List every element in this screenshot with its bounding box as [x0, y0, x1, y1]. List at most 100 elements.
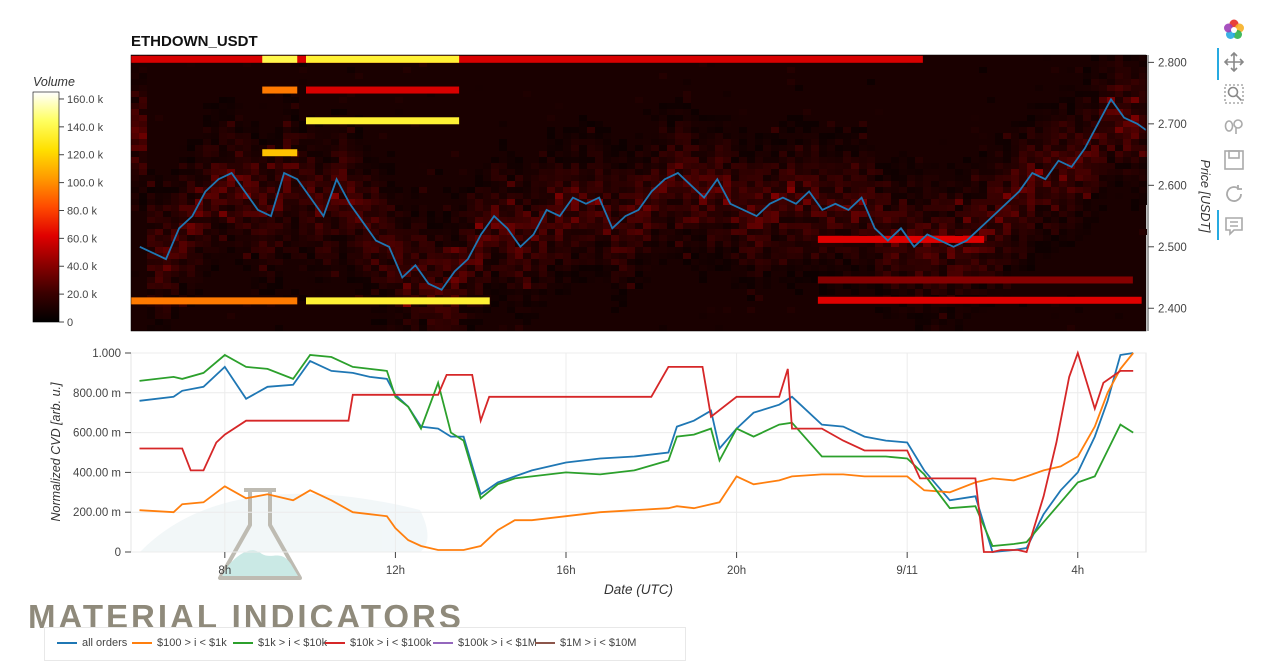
heatmap-cell	[1075, 223, 1083, 229]
heatmap-chart[interactable]: ETHDOWN_USDT2.8002.7002.6002.5002.400Pri…	[0, 0, 1280, 345]
heatmap-cell	[931, 163, 939, 169]
legend-item[interactable]: $100 > i < $1k	[132, 637, 227, 651]
heatmap-cell	[891, 253, 899, 259]
heatmap-cell	[675, 169, 683, 175]
heatmap-cell	[627, 187, 635, 193]
heatmap-cell	[291, 61, 299, 67]
heatmap-cell	[947, 193, 955, 199]
heatmap-cell	[427, 289, 435, 295]
bokeh-logo-icon[interactable]	[1222, 18, 1246, 42]
heatmap-cell	[907, 313, 915, 319]
heatmap-cell	[659, 325, 667, 331]
heatmap-cell	[323, 229, 331, 235]
heatmap-cell	[203, 241, 211, 247]
heatmap-cell	[355, 223, 363, 229]
hover-icon[interactable]	[1222, 214, 1246, 238]
heatmap-cell	[443, 187, 451, 193]
heatmap-cell	[387, 241, 395, 247]
heatmap-cell	[899, 307, 907, 313]
heatmap-cell	[827, 265, 835, 271]
legend-item[interactable]: all orders	[57, 637, 127, 651]
heatmap-cell	[875, 265, 883, 271]
heatmap-cell	[1083, 115, 1091, 121]
save-icon[interactable]	[1222, 148, 1246, 172]
heatmap-cell	[1099, 163, 1107, 169]
heatmap-cell	[1139, 67, 1147, 73]
box-zoom-icon[interactable]	[1222, 82, 1246, 106]
pan-icon[interactable]	[1222, 50, 1246, 74]
heatmap-cell	[571, 181, 579, 187]
heatmap-cell	[227, 109, 235, 115]
heatmap-cell	[395, 187, 403, 193]
heatmap-cell	[707, 235, 715, 241]
heatmap-cell	[883, 223, 891, 229]
heatmap-cell	[971, 253, 979, 259]
heatmap-cell	[635, 229, 643, 235]
heatmap-cell	[899, 223, 907, 229]
heatmap-cell	[1131, 121, 1139, 127]
heatmap-cell	[419, 319, 427, 325]
heatmap-cell	[291, 253, 299, 259]
heatmap-cell	[811, 127, 819, 133]
reset-icon[interactable]	[1222, 182, 1246, 206]
heatmap-cell	[475, 199, 483, 205]
heatmap-cell	[435, 283, 443, 289]
heatmap-cell	[739, 223, 747, 229]
heatmap-cell	[579, 181, 587, 187]
heatmap-cell	[979, 247, 987, 253]
heatmap-cell	[867, 283, 875, 289]
wheel-zoom-icon[interactable]	[1222, 114, 1246, 138]
heatmap-cell	[955, 217, 963, 223]
heatmap-cell	[923, 307, 931, 313]
heatmap-cell	[531, 163, 539, 169]
legend-item[interactable]: $1k > i < $10k	[233, 637, 327, 651]
heatmap-cell	[963, 187, 971, 193]
heatmap-cell	[1083, 73, 1091, 79]
legend-item[interactable]: $100k > i < $1M	[433, 637, 537, 651]
heatmap-cell	[795, 277, 803, 283]
legend-item[interactable]: $10k > i < $100k	[325, 637, 431, 651]
heatmap-cell	[763, 199, 771, 205]
heatmap-cell	[1011, 175, 1019, 181]
heatmap-cell	[307, 145, 315, 151]
heatmap-cell	[931, 259, 939, 265]
heatmap-cell	[371, 283, 379, 289]
heatmap-cell	[259, 163, 267, 169]
heatmap-cell	[1115, 175, 1123, 181]
heatmap-cell	[859, 157, 867, 163]
heatmap-cell	[203, 169, 211, 175]
heatmap-cell	[1019, 151, 1027, 157]
heatmap-cell	[731, 235, 739, 241]
heatmap-cell	[211, 241, 219, 247]
heatmap-cell	[651, 187, 659, 193]
heatmap-cell	[811, 151, 819, 157]
heatmap-cell	[403, 325, 411, 331]
heatmap-cell	[707, 151, 715, 157]
heatmap-cell	[675, 205, 683, 211]
heatmap-cell	[699, 247, 707, 253]
heatmap-cell	[971, 271, 979, 277]
heatmap-cell	[1083, 127, 1091, 133]
heatmap-cell	[259, 217, 267, 223]
heatmap-cell	[1043, 145, 1051, 151]
heatmap-cell	[1067, 217, 1075, 223]
heatmap-cell	[1083, 85, 1091, 91]
heatmap-cell	[267, 235, 275, 241]
heatmap-cell	[459, 283, 467, 289]
cvd-y-tick-label: 1.000	[92, 348, 121, 360]
heatmap-cell	[851, 199, 859, 205]
heatmap-cell	[283, 115, 291, 121]
heatmap-cell	[747, 205, 755, 211]
heatmap-cell	[755, 259, 763, 265]
legend-item[interactable]: $1M > i < $10M	[535, 637, 636, 651]
heatmap-cell	[1035, 193, 1043, 199]
heatmap-cell	[171, 205, 179, 211]
heatmap-cell	[955, 175, 963, 181]
heatmap-cell	[667, 115, 675, 121]
heatmap-cell	[451, 229, 459, 235]
heatmap-cell	[1019, 133, 1027, 139]
heatmap-cell	[899, 253, 907, 259]
heatmap-cell	[851, 151, 859, 157]
heatmap-cell	[643, 181, 651, 187]
